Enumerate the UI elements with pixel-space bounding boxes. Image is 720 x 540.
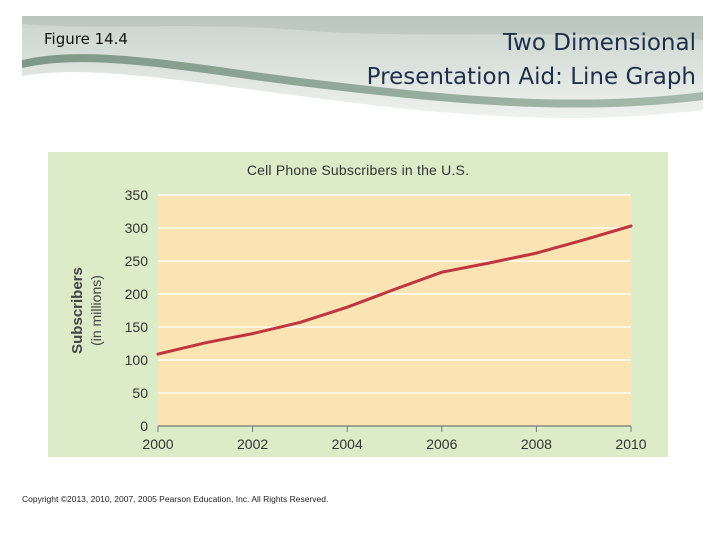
- chart-title: Cell Phone Subscribers in the U.S.: [246, 162, 470, 178]
- x-tick-label: 2004: [332, 436, 363, 452]
- data-point: [582, 238, 586, 242]
- data-point: [251, 332, 255, 335]
- header-band: [22, 16, 703, 118]
- slide-title-line1: Two Dimensional: [502, 30, 696, 56]
- slide-title-line2: Presentation Aid: Line Graph: [366, 64, 696, 90]
- data-point: [345, 305, 349, 309]
- data-point: [156, 352, 160, 356]
- y-tick-label: 50: [132, 385, 148, 401]
- chart-panel: Cell Phone Subscribers in the U.S. 0 50 10…: [48, 152, 668, 457]
- y-tick-label: 200: [125, 286, 149, 302]
- data-point: [487, 261, 491, 265]
- x-tick-label: 2002: [237, 436, 268, 452]
- y-tick-label: 100: [125, 352, 149, 368]
- y-axis-sublabel: (in millions): [88, 275, 104, 346]
- plot-area: [158, 195, 631, 426]
- figure-label: Figure 14.4: [44, 30, 128, 48]
- data-point: [629, 224, 633, 228]
- y-axis-label: Subscribers: [69, 267, 86, 354]
- data-point: [298, 320, 302, 324]
- data-point: [203, 341, 207, 345]
- slide-title: Two Dimensional Presentation Aid: Line G…: [276, 26, 696, 94]
- copyright-notice: Copyright ©2013, 2010, 2007, 2005 Pearso…: [22, 494, 329, 504]
- y-tick-label: 350: [125, 187, 149, 203]
- x-tick-label: 2000: [142, 436, 173, 452]
- x-tick-label: 2010: [615, 436, 646, 452]
- y-tick-label: 300: [125, 220, 149, 236]
- data-point: [393, 287, 396, 291]
- y-tick-label: 150: [125, 319, 149, 335]
- data-point: [440, 270, 444, 274]
- y-tick-label: 0: [140, 418, 148, 434]
- y-tick-label: 250: [125, 253, 149, 269]
- data-point: [535, 251, 538, 255]
- line-chart: 0 50 100 150 200 250 300 350 2000 2002 2004 2006 200…: [69, 187, 647, 452]
- x-tick-label: 2008: [521, 436, 552, 452]
- x-tick-label: 2006: [426, 436, 457, 452]
